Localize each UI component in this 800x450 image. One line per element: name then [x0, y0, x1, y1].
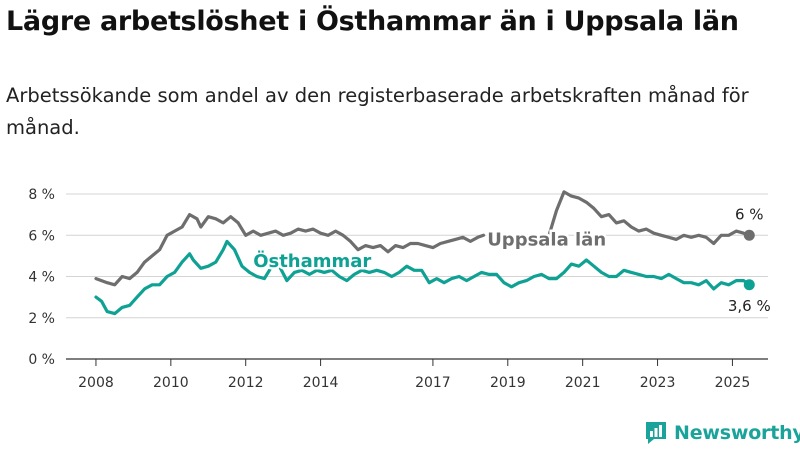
series-end-value-östhammar: 3,6 %: [728, 297, 771, 315]
x-tick-label: 2017: [415, 375, 451, 391]
x-tick-label: 2010: [153, 375, 189, 391]
y-tick-label: 6 %: [28, 228, 55, 244]
series-endpoint-uppsala-län: [743, 229, 755, 241]
brand-name: Newsworthy: [674, 422, 800, 444]
x-tick-label: 2021: [565, 375, 601, 391]
x-tick-label: 2025: [715, 375, 751, 391]
x-tick-label: 2008: [78, 375, 114, 391]
series-end-value-uppsala-län: 6 %: [735, 205, 764, 223]
newsworthy-brand: Newsworthy: [644, 420, 800, 446]
series-line-östhammar: [94, 239, 751, 316]
series-lines: [94, 190, 755, 316]
newsworthy-logo-icon: [646, 422, 666, 444]
series-labels: 6 % 3,6 % Uppsala län Östhammar: [251, 205, 771, 315]
y-tick-label: 2 %: [28, 311, 55, 327]
y-tick-label: 4 %: [28, 270, 55, 286]
x-tick-label: 2014: [303, 375, 339, 391]
series-endpoint-östhammar: [743, 279, 755, 291]
x-tick-label: 2019: [490, 375, 526, 391]
series-line-uppsala-län: [94, 190, 751, 287]
chart-subtitle: Arbetssökande som andel av den registerb…: [6, 84, 749, 139]
x-tick-label: 2012: [228, 375, 264, 391]
x-axis-ticks: 2008 2010 2012 2014 2017 2019 2021 2023 2025: [78, 359, 750, 391]
series-name-label: Östhammar: [253, 250, 371, 272]
y-axis-ticks: 0 % 2 % 4 % 6 % 8 %: [28, 187, 55, 368]
gridlines: [66, 193, 768, 360]
y-tick-label: 0 %: [28, 352, 55, 368]
x-tick-label: 2023: [640, 375, 676, 391]
chart-title: Lägre arbetslöshet i Östhammar än i Upps…: [6, 6, 739, 37]
y-tick-label: 8 %: [28, 187, 55, 203]
series-name-label: Uppsala län: [487, 229, 606, 250]
